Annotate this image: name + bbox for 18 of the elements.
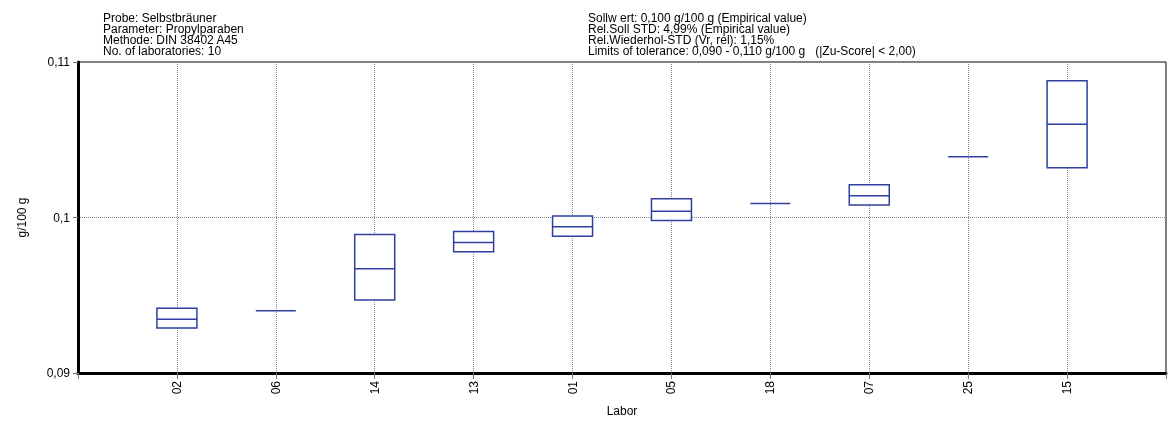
x-tick-label: 01 — [565, 380, 580, 395]
x-tick-label: 06 — [268, 380, 283, 395]
x-tick-label: 13 — [466, 380, 481, 395]
y-tick-label: 0,09 — [46, 366, 71, 380]
x-tick-label: 14 — [367, 380, 382, 395]
y-tick-label: 0,1 — [53, 210, 71, 225]
x-tick-label: 07 — [862, 380, 877, 395]
x-tick-label: 15 — [1060, 380, 1075, 395]
y-axis-title: g/100 g — [15, 197, 29, 238]
x-tick-label: 18 — [763, 380, 778, 395]
text: Probe: Selbstbräuner — [103, 11, 217, 25]
x-tick-label: 02 — [169, 380, 184, 395]
text: Parameter: Propylparaben — [103, 22, 244, 36]
x-tick-label: 05 — [664, 380, 679, 395]
y-tick-label: 0,11 — [47, 55, 71, 69]
x-tick-label: 25 — [961, 380, 976, 395]
x-axis-title: Labor — [606, 404, 638, 418]
text: No. of laboratories: 10 — [103, 44, 222, 58]
